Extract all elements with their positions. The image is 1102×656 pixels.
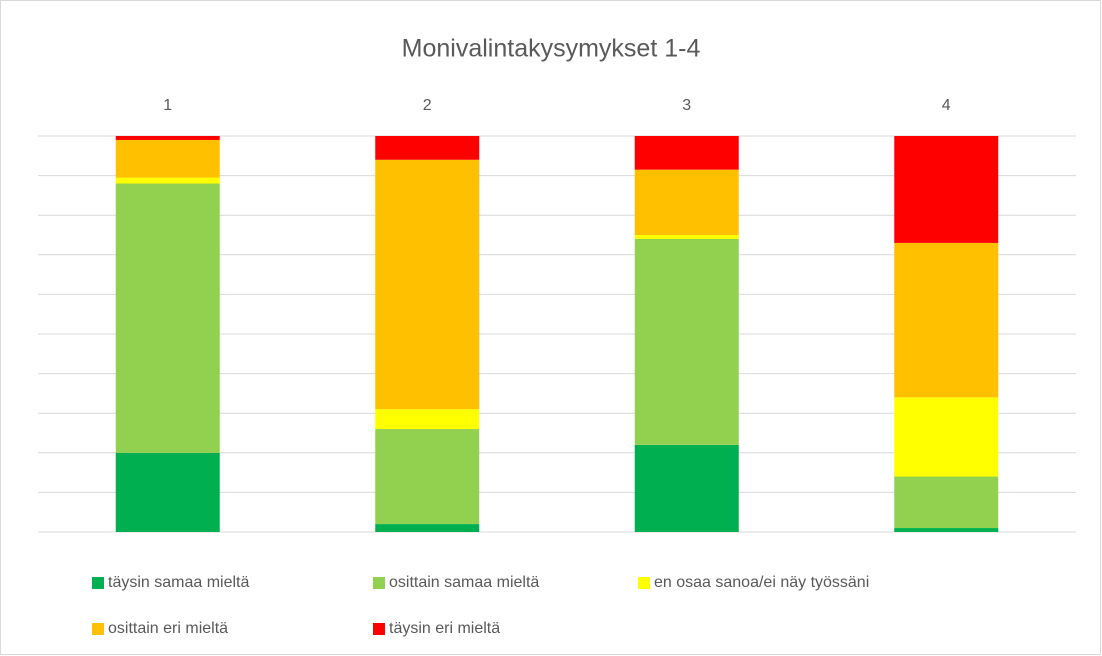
bar-segment xyxy=(894,476,999,529)
bar-segment xyxy=(894,397,999,477)
bar-segment xyxy=(115,136,220,140)
legend-label: en osaa sanoa/ei näy työssäni xyxy=(654,574,869,591)
bar-segment xyxy=(115,452,220,532)
legend-swatch xyxy=(92,577,104,589)
legend-swatch xyxy=(638,577,650,589)
chart-title: Monivalintakysymykset 1-4 xyxy=(402,35,701,63)
bar-segment xyxy=(375,429,480,525)
bar-segment xyxy=(115,177,220,184)
bar-segment xyxy=(115,183,220,453)
legend-label: osittain samaa mieltä xyxy=(389,574,539,591)
bar-segment xyxy=(634,235,739,239)
bar-segment xyxy=(115,139,220,178)
bar-segment xyxy=(634,238,739,445)
legend-label: täysin samaa mieltä xyxy=(108,574,249,591)
bar-segment xyxy=(375,159,480,410)
bar-segment xyxy=(375,524,480,532)
bar-segment xyxy=(634,444,739,532)
legend-swatch xyxy=(373,623,385,635)
bar-segment xyxy=(894,528,999,532)
bar-segment xyxy=(894,242,999,398)
legend-swatch xyxy=(92,623,104,635)
bar-segment xyxy=(375,136,480,160)
category-label: 4 xyxy=(942,97,951,114)
legend-label: täysin eri mieltä xyxy=(389,620,500,637)
category-label: 3 xyxy=(682,97,691,114)
bar-segment xyxy=(634,169,739,235)
category-label: 1 xyxy=(163,97,172,114)
legend-swatch xyxy=(373,577,385,589)
category-label: 2 xyxy=(423,97,432,114)
bar-segment xyxy=(894,136,999,243)
legend-label: osittain eri mieltä xyxy=(108,620,228,637)
bar-segment xyxy=(634,136,739,170)
bar-segment xyxy=(375,409,480,430)
